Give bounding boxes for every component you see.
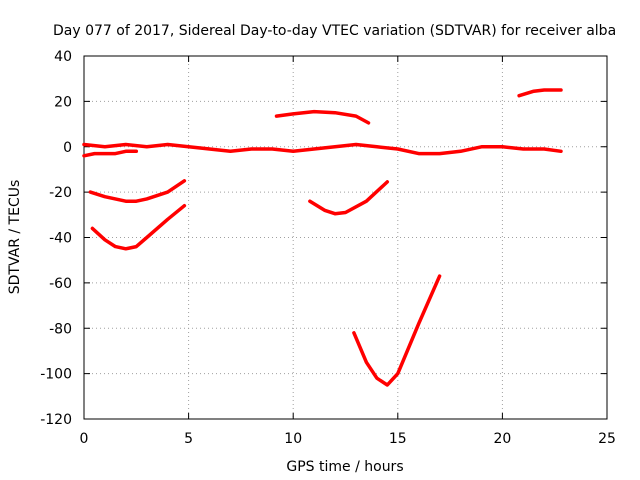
y-tick-label: -100 [40, 367, 72, 383]
series-2-line [82, 149, 139, 158]
series-group [82, 88, 563, 387]
y-tick-label: 20 [54, 94, 72, 110]
y-tick-label: 0 [63, 140, 72, 156]
series-5-line [274, 109, 371, 125]
y-tick-label: 40 [54, 49, 72, 65]
axis-ticks: 0 5 10 15 20 25 40 20 0 -20 -40 -60 -80 -100 -120 [40, 49, 616, 447]
y-axis-label: SDTVAR / TECUs [7, 180, 23, 295]
x-tick-label: 10 [284, 431, 302, 447]
x-tick-label: 5 [184, 431, 193, 447]
x-tick-label: 25 [598, 431, 616, 447]
y-tick-label: -20 [49, 185, 72, 201]
y-tick-label: -40 [49, 231, 72, 247]
y-tick-label: -120 [40, 412, 72, 428]
grid [84, 56, 607, 419]
series-6-line [308, 180, 390, 216]
series-4-line [90, 203, 187, 251]
series-1-line [82, 142, 563, 156]
series-8-line [517, 88, 563, 98]
series-3-line [88, 179, 187, 203]
x-tick-label: 15 [389, 431, 407, 447]
x-tick-label: 0 [80, 431, 89, 447]
x-tick-label: 20 [493, 431, 511, 447]
series-7-line [352, 274, 442, 387]
chart-title: Day 077 of 2017, Sidereal Day-to-day VTE… [53, 23, 616, 39]
y-tick-label: -80 [49, 321, 72, 337]
x-axis-label: GPS time / hours [286, 459, 403, 475]
y-tick-label: -60 [49, 276, 72, 292]
